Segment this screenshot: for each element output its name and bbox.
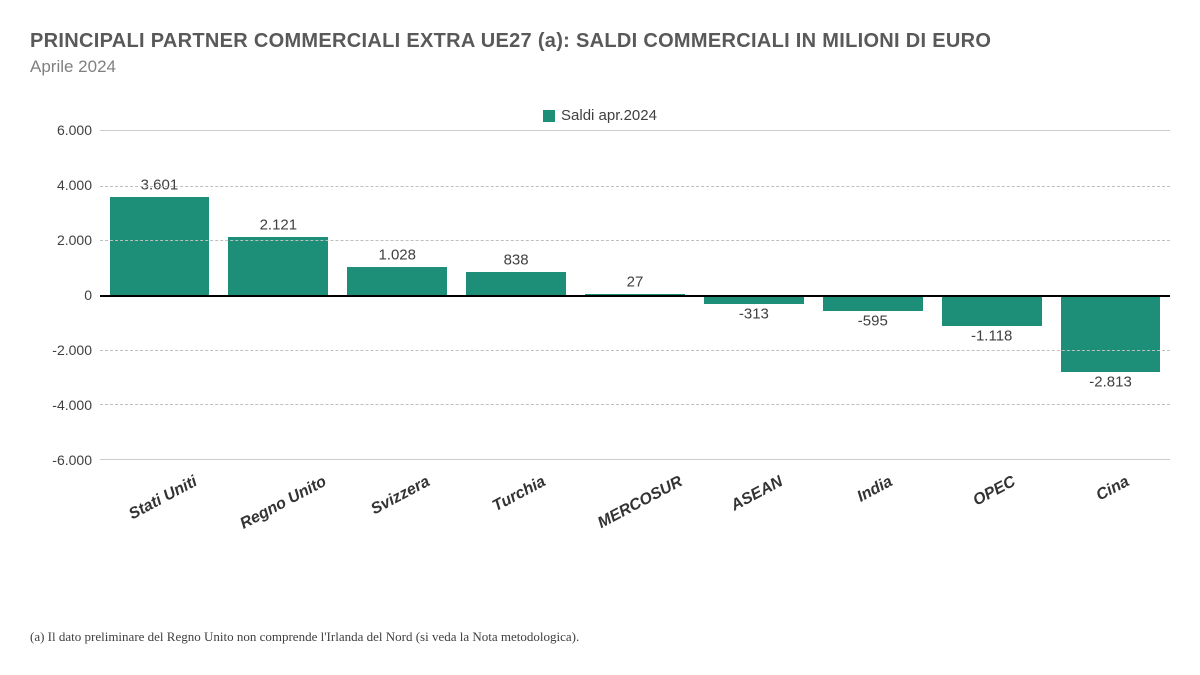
x-axis-label: OPEC bbox=[970, 473, 1018, 510]
x-label-slot: Stati Uniti bbox=[100, 460, 219, 550]
y-tick-label: 2.000 bbox=[57, 232, 92, 248]
x-label-slot: OPEC bbox=[932, 460, 1051, 550]
legend-label: Saldi apr.2024 bbox=[561, 107, 657, 124]
x-axis-label: Stati Uniti bbox=[127, 473, 201, 524]
y-tick-label: -6.000 bbox=[52, 452, 92, 468]
x-label-slot: India bbox=[813, 460, 932, 550]
x-axis-label: India bbox=[854, 473, 895, 506]
bar bbox=[110, 197, 210, 295]
x-axis-label: ASEAN bbox=[728, 473, 786, 515]
x-label-slot: Regno Unito bbox=[219, 460, 338, 550]
bar bbox=[347, 267, 447, 295]
x-label-slot: ASEAN bbox=[694, 460, 813, 550]
zero-line bbox=[100, 295, 1170, 297]
bar-value-label: -595 bbox=[813, 313, 932, 330]
bar bbox=[466, 272, 566, 295]
x-axis-label: Turchia bbox=[490, 473, 549, 516]
gridline bbox=[100, 186, 1170, 187]
gridline bbox=[100, 350, 1170, 351]
bar bbox=[1061, 295, 1161, 372]
x-label-slot: Turchia bbox=[457, 460, 576, 550]
bar-value-label: -313 bbox=[694, 305, 813, 322]
x-axis-label: Svizzera bbox=[368, 473, 433, 519]
gridline bbox=[100, 404, 1170, 405]
chart-legend: Saldi apr.2024 bbox=[30, 107, 1170, 124]
y-tick-label: 4.000 bbox=[57, 177, 92, 193]
x-axis-label: Cina bbox=[1093, 473, 1132, 505]
x-label-slot: MERCOSUR bbox=[576, 460, 695, 550]
x-axis-label: MERCOSUR bbox=[595, 473, 686, 533]
x-axis-labels: Stati Uniti Regno Unito Svizzera Turchia MER… bbox=[100, 460, 1170, 550]
bar-value-label: -1.118 bbox=[932, 327, 1051, 344]
x-label-slot: Cina bbox=[1051, 460, 1170, 550]
bar-value-label: -2.813 bbox=[1051, 374, 1170, 391]
bar bbox=[942, 295, 1042, 326]
y-tick-label: -2.000 bbox=[52, 342, 92, 358]
plot-area: 3.601 2.1211.02883827 -313-595-1.118 -2.813 bbox=[100, 130, 1170, 460]
bar-value-label: 838 bbox=[457, 252, 576, 269]
chart-area: 6.0004.0002.0000-2.000-4.000-6.000 3.601… bbox=[30, 130, 1170, 460]
y-tick-label: 6.000 bbox=[57, 122, 92, 138]
bar-value-label: 3.601 bbox=[100, 176, 219, 193]
bar-value-label: 27 bbox=[576, 274, 695, 291]
x-axis-label: Regno Unito bbox=[238, 473, 330, 534]
bar bbox=[823, 295, 923, 311]
bar bbox=[228, 237, 328, 295]
legend-swatch bbox=[543, 110, 555, 122]
chart-subtitle: Aprile 2024 bbox=[30, 57, 1170, 77]
y-tick-label: 0 bbox=[84, 287, 92, 303]
chart-title: PRINCIPALI PARTNER COMMERCIALI EXTRA UE2… bbox=[30, 30, 1170, 53]
gridline bbox=[100, 240, 1170, 241]
x-label-slot: Svizzera bbox=[338, 460, 457, 550]
y-axis: 6.0004.0002.0000-2.000-4.000-6.000 bbox=[30, 130, 100, 460]
bar-value-label: 1.028 bbox=[338, 246, 457, 263]
y-tick-label: -4.000 bbox=[52, 397, 92, 413]
bar-value-label: 2.121 bbox=[219, 217, 338, 234]
footnote: (a) Il dato preliminare del Regno Unito … bbox=[30, 629, 579, 645]
